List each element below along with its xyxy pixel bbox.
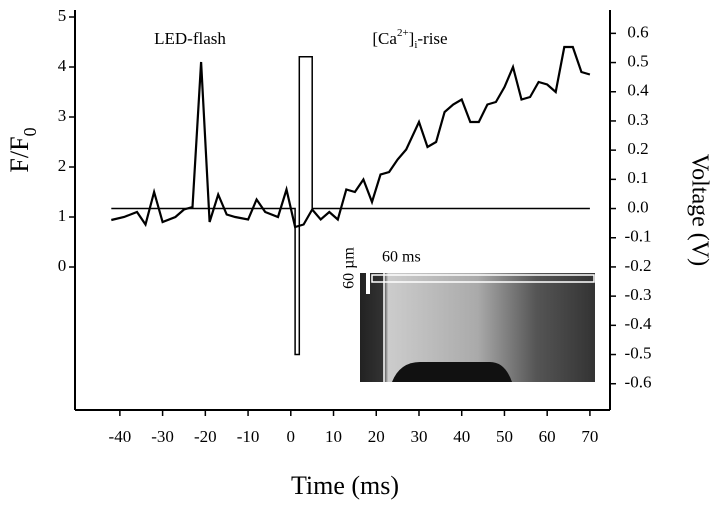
- annotation: [Ca2+]i-rise: [372, 27, 447, 51]
- y2-tick-label: -0.4: [625, 314, 652, 333]
- annotation-sub: i: [414, 39, 417, 51]
- y2-tick-label: 0.1: [627, 168, 648, 187]
- x-axis-label: Time (ms): [291, 471, 399, 500]
- x-tick-label: 60: [539, 427, 556, 446]
- annotation-sup: 2+: [397, 27, 409, 39]
- x-tick-label: 50: [496, 427, 513, 446]
- x-tick-label: 40: [453, 427, 470, 446]
- annotation: LED-flash: [154, 29, 226, 48]
- y-axis-label: F/F0: [5, 127, 40, 172]
- y-tick-label: 2: [58, 156, 67, 175]
- x-tick-label: -10: [237, 427, 260, 446]
- y-label-part: F/F: [5, 136, 34, 172]
- inset-image: [360, 249, 595, 382]
- x-tick-label: 70: [581, 427, 598, 446]
- y-label-sub: 0: [20, 127, 40, 136]
- annotation-text: -rise: [417, 29, 447, 48]
- y2-tick-label: 0.0: [627, 197, 648, 216]
- y-tick-label: 4: [58, 56, 67, 75]
- annotation-text: LED-flash: [154, 29, 226, 48]
- y2-tick-label: 0.3: [627, 110, 648, 129]
- series-line: [111, 45, 591, 229]
- x-tick-label: 0: [287, 427, 296, 446]
- y2-tick-label: -0.1: [625, 227, 652, 246]
- series-line: [111, 55, 590, 356]
- y-tick-label: 5: [58, 6, 67, 25]
- y2-tick-label: -0.5: [625, 343, 652, 362]
- x-tick-label: 20: [368, 427, 385, 446]
- y2-axis-label: Voltage (V): [686, 154, 712, 266]
- annotation-text: [Ca: [372, 29, 397, 48]
- y2-tick-label: 0.5: [627, 51, 648, 70]
- y2-tick-label: 0.6: [627, 22, 648, 41]
- x-tick-label: -30: [151, 427, 174, 446]
- x-tick-label: -40: [109, 427, 132, 446]
- y2-tick-label: -0.3: [625, 285, 652, 304]
- y2-tick-label: -0.6: [625, 373, 652, 392]
- x-tick-label: -20: [194, 427, 217, 446]
- inset-label: 60 µm: [341, 247, 358, 289]
- y-tick-label: 3: [58, 106, 67, 125]
- y2-tick-label: -0.2: [625, 256, 652, 275]
- x-tick-label: 10: [325, 427, 342, 446]
- x-tick-label: 30: [410, 427, 427, 446]
- y-tick-label: 0: [58, 256, 67, 275]
- y2-tick-label: 0.2: [627, 139, 648, 158]
- annotation-text: ]: [409, 29, 415, 48]
- y-tick-label: 1: [58, 206, 67, 225]
- y2-tick-label: 0.4: [627, 81, 649, 100]
- inset-label: 60 ms: [382, 249, 421, 266]
